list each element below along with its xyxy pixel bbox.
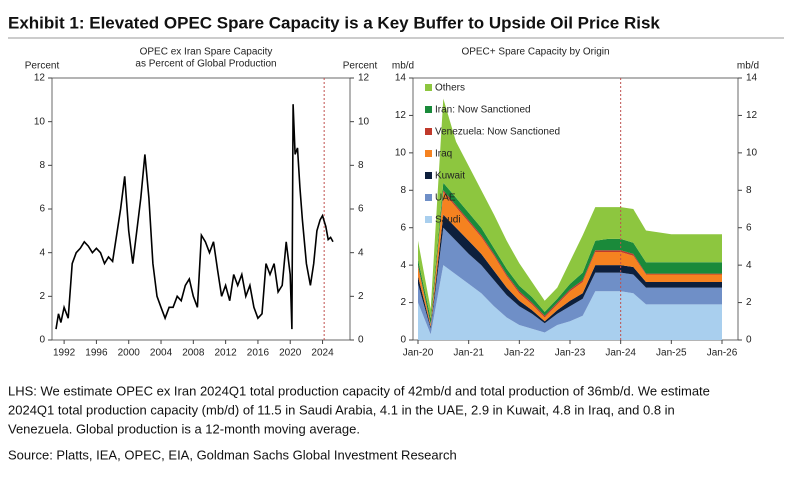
x-tick-label: 2020 xyxy=(279,348,302,359)
area xyxy=(418,214,722,329)
x-tick-label: 2024 xyxy=(311,348,334,359)
y-tick-label: 0 xyxy=(39,335,45,346)
y-tick-label: 12 xyxy=(395,110,407,121)
x-tick-label: Jan-23 xyxy=(555,348,586,359)
y2-tick-label: 4 xyxy=(358,247,364,258)
y-tick-label: 14 xyxy=(395,73,407,84)
y-axis-label: Percent xyxy=(25,61,60,72)
y2-tick-label: 6 xyxy=(358,204,364,215)
area xyxy=(418,98,722,319)
y2-tick-label: 4 xyxy=(746,260,752,271)
y2-tick-label: 14 xyxy=(746,73,758,84)
legend-swatch xyxy=(425,84,432,91)
legend-label: Iraq xyxy=(435,149,452,160)
y2-axis-label: Percent xyxy=(343,61,378,72)
source: Source: Platts, IEA, OPEC, EIA, Goldman … xyxy=(8,447,457,462)
y2-tick-label: 8 xyxy=(358,160,364,171)
y-tick-label: 2 xyxy=(39,291,45,302)
y-tick-label: 10 xyxy=(395,147,407,158)
area xyxy=(418,227,722,335)
line xyxy=(55,104,334,330)
y2-tick-label: 0 xyxy=(746,335,752,346)
x-tick-label: Jan-25 xyxy=(656,348,687,359)
x-tick-label: Jan-24 xyxy=(605,348,636,359)
y2-tick-label: 2 xyxy=(358,291,364,302)
legend-swatch xyxy=(425,172,432,179)
exhibit-title: Exhibit 1: Elevated OPEC Spare Capacity … xyxy=(8,13,660,32)
x-tick-label: Jan-20 xyxy=(403,348,434,359)
x-tick-label: Jan-21 xyxy=(453,348,484,359)
y-tick-label: 4 xyxy=(400,260,406,271)
note-line: 2024Q1 total production capacity (mb/d) … xyxy=(8,402,675,417)
legend-swatch xyxy=(425,194,432,201)
legend-swatch xyxy=(425,106,432,113)
y-axis-label: mb/d xyxy=(392,61,414,72)
legend-label: Saudi xyxy=(435,215,461,226)
x-tick-label: 1992 xyxy=(53,348,76,359)
y2-tick-label: 12 xyxy=(358,73,370,84)
legend-swatch xyxy=(425,150,432,157)
y2-tick-label: 10 xyxy=(746,147,758,158)
y-tick-label: 12 xyxy=(34,73,46,84)
chart-title: OPEC ex Iran Spare Capacity xyxy=(140,47,273,58)
y-tick-label: 8 xyxy=(39,160,45,171)
y-tick-label: 8 xyxy=(400,185,406,196)
y-tick-label: 6 xyxy=(400,222,406,233)
y-tick-label: 10 xyxy=(34,116,46,127)
y-tick-label: 4 xyxy=(39,247,45,258)
legend-label: Kuwait xyxy=(435,171,465,182)
y-tick-label: 6 xyxy=(39,204,45,215)
x-tick-label: 2016 xyxy=(247,348,270,359)
legend-label: Others xyxy=(435,83,465,94)
note-line: Venezuela. Global production is a 12-mon… xyxy=(8,421,360,436)
x-tick-label: 1996 xyxy=(85,348,108,359)
legend-label: Venezuela: Now Sanctioned xyxy=(435,127,560,138)
note-line: LHS: We estimate OPEC ex Iran 2024Q1 tot… xyxy=(8,383,710,398)
x-tick-label: 2008 xyxy=(182,348,205,359)
legend-label: UAE xyxy=(435,193,456,204)
area xyxy=(418,192,722,327)
legend-label: Iran: Now Sanctioned xyxy=(435,105,531,116)
x-tick-label: Jan-26 xyxy=(707,348,738,359)
y-tick-label: 0 xyxy=(400,335,406,346)
x-tick-label: 2012 xyxy=(215,348,238,359)
x-tick-label: 2004 xyxy=(150,348,173,359)
y2-tick-label: 12 xyxy=(746,110,758,121)
chart-title: as Percent of Global Production xyxy=(135,59,276,70)
chart-title: OPEC+ Spare Capacity by Origin xyxy=(461,47,609,58)
y2-tick-label: 10 xyxy=(358,116,370,127)
y2-tick-label: 8 xyxy=(746,185,752,196)
y2-tick-label: 2 xyxy=(746,297,752,308)
plot-frame xyxy=(51,77,351,341)
y2-tick-label: 6 xyxy=(746,222,752,233)
area xyxy=(418,265,722,340)
legend-swatch xyxy=(425,216,432,223)
y2-tick-label: 0 xyxy=(358,335,364,346)
x-tick-label: Jan-22 xyxy=(504,348,535,359)
legend-swatch xyxy=(425,128,432,135)
y-tick-label: 2 xyxy=(400,297,406,308)
y2-axis-label: mb/d xyxy=(737,61,759,72)
x-tick-label: 2000 xyxy=(118,348,141,359)
